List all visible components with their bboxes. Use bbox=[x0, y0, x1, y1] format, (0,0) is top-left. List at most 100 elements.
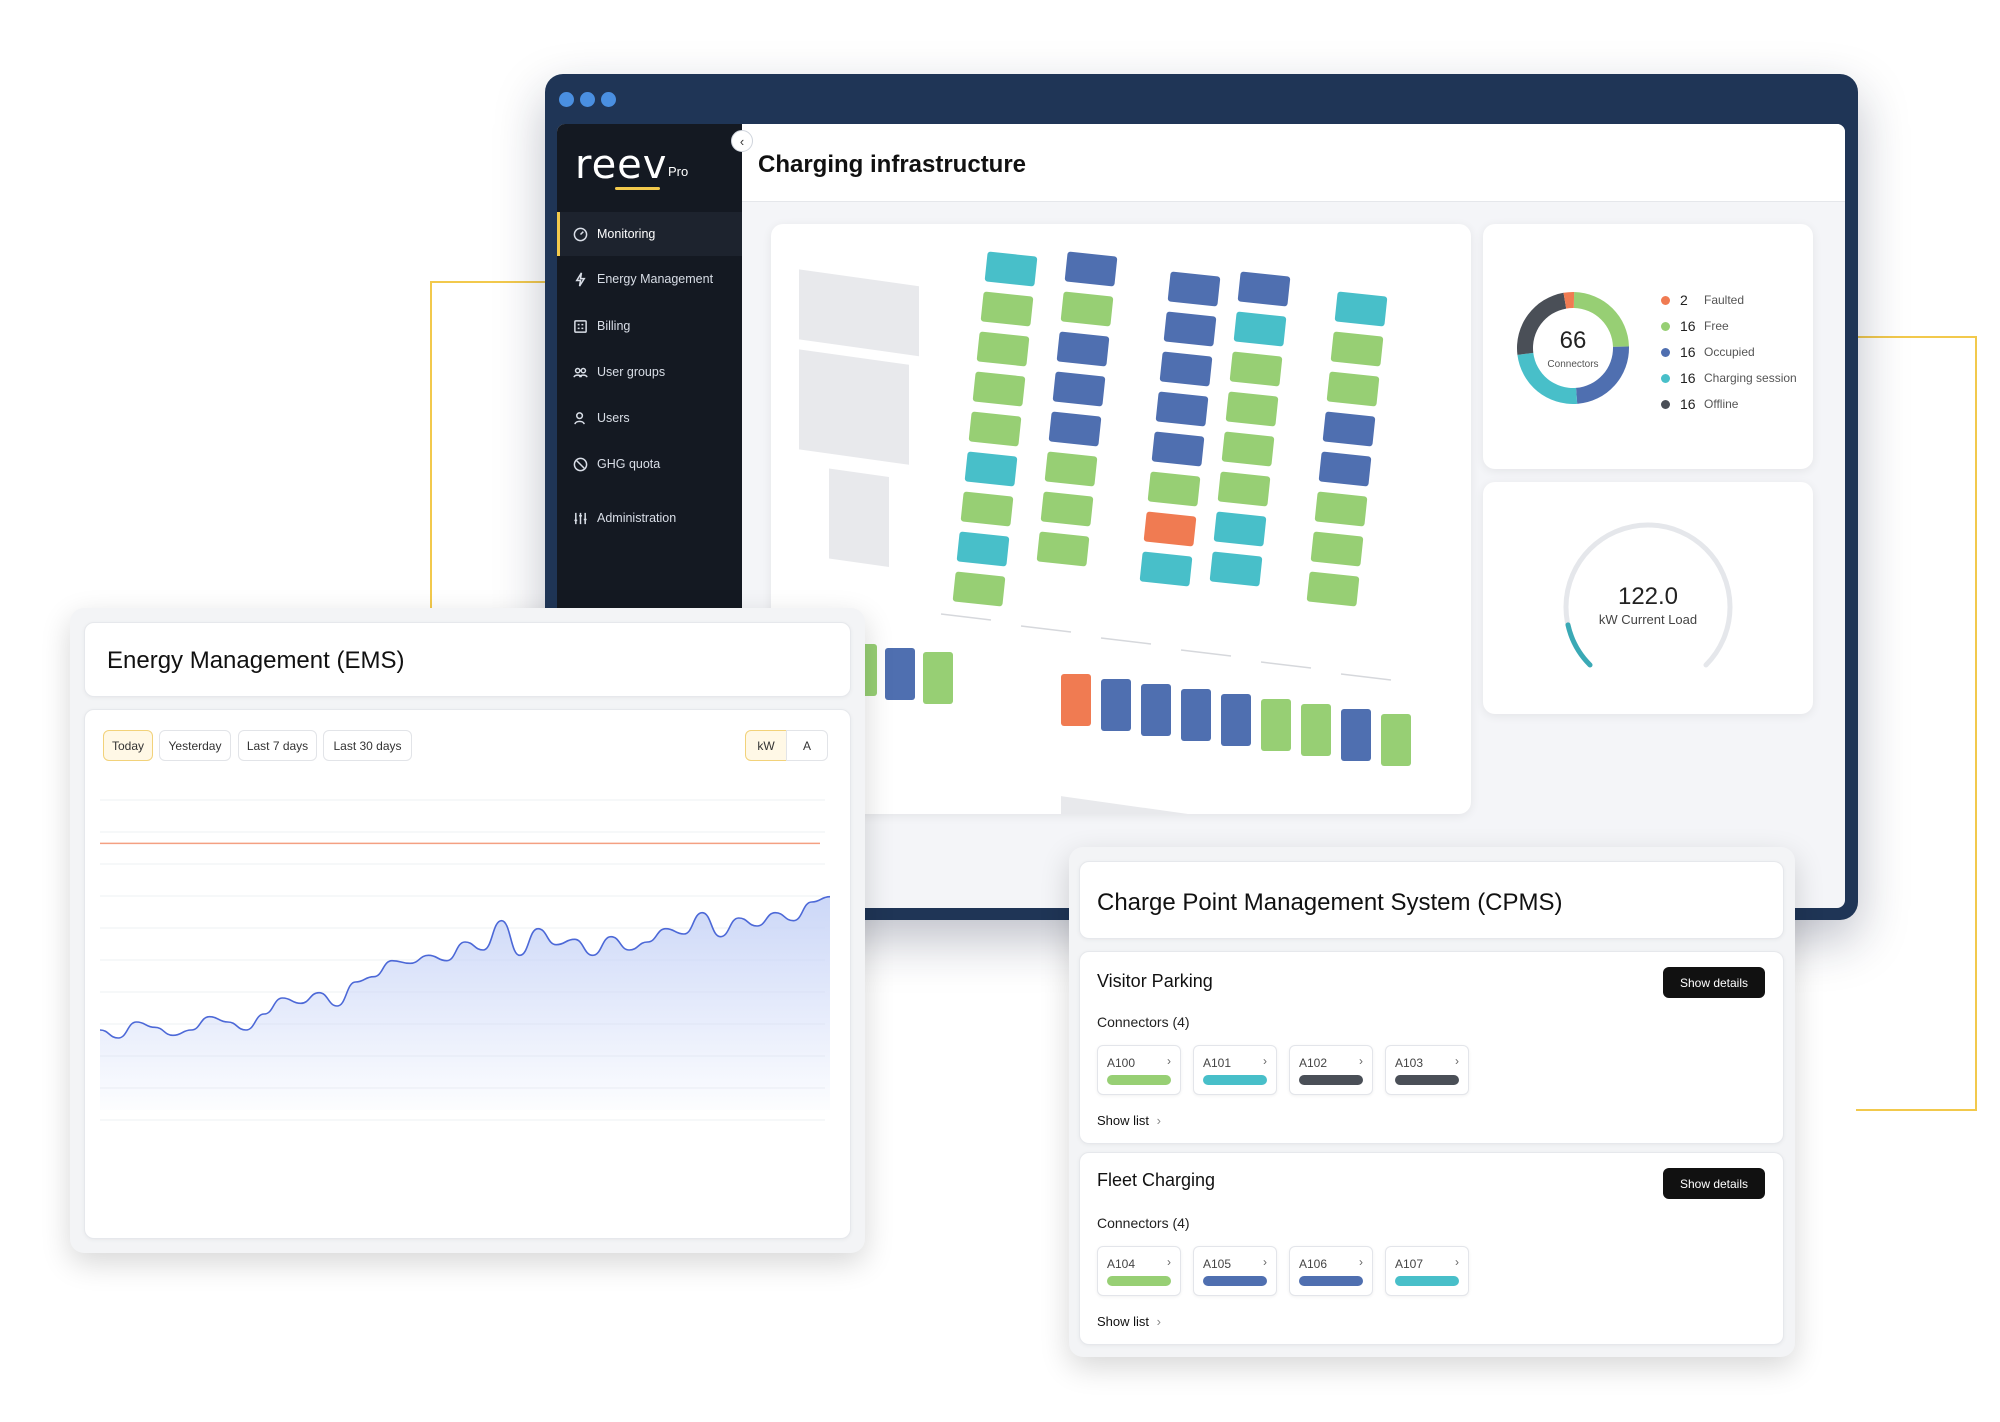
parking-spot-charging bbox=[964, 451, 1018, 487]
collapse-sidebar-button[interactable]: ‹ bbox=[731, 130, 753, 152]
logo-suffix: Pro bbox=[668, 164, 689, 179]
connector-card[interactable]: A104 › bbox=[1097, 1246, 1181, 1296]
lane-arrow bbox=[1100, 637, 1152, 645]
parking-spot-free bbox=[1326, 371, 1380, 407]
show-details-button[interactable]: Show details bbox=[1663, 967, 1765, 998]
sidebar-item-label: Energy Management bbox=[597, 272, 714, 286]
parking-spot-free bbox=[952, 571, 1006, 607]
parking-spot-occupied bbox=[1064, 251, 1118, 287]
status-dot bbox=[1661, 399, 1670, 409]
bolt-icon bbox=[575, 272, 586, 286]
building-block bbox=[799, 269, 919, 357]
connectors-total-label: Connectors bbox=[1547, 359, 1598, 370]
parking-spot-occupied bbox=[885, 648, 915, 700]
sidebar-item-label: Administration bbox=[597, 511, 677, 525]
lane-arrow bbox=[1020, 625, 1072, 633]
chevron-right-icon: › bbox=[1359, 1054, 1363, 1068]
connector-status-bar bbox=[1107, 1075, 1171, 1085]
donut-slice-free bbox=[1573, 292, 1629, 347]
parking-spot-faulted bbox=[1061, 674, 1091, 726]
range-yesterday[interactable]: Yesterday bbox=[159, 730, 231, 761]
parking-spot-faulted bbox=[1143, 511, 1197, 547]
parking-spot-charging bbox=[1334, 291, 1388, 327]
gauge-icon bbox=[573, 227, 588, 241]
range-last-7-days[interactable]: Last 7 days bbox=[238, 730, 317, 761]
parking-spot-free bbox=[1221, 431, 1275, 467]
donut-slice-offline bbox=[1517, 292, 1567, 355]
parking-spot-free bbox=[1060, 291, 1114, 327]
connector-card[interactable]: A105 › bbox=[1193, 1246, 1277, 1296]
show-list-link[interactable]: Show list › bbox=[1097, 1314, 1161, 1329]
window-dot-minimize[interactable] bbox=[580, 92, 595, 107]
building-block bbox=[799, 349, 909, 465]
parking-spot-occupied bbox=[1221, 694, 1251, 746]
connector-card[interactable]: A107 › bbox=[1385, 1246, 1469, 1296]
parking-spot-free bbox=[972, 371, 1026, 407]
sidebar-item-label: User groups bbox=[597, 365, 666, 379]
parking-spot-charging bbox=[1139, 551, 1193, 587]
connector-card[interactable]: A102 › bbox=[1289, 1045, 1373, 1095]
parking-spot-occupied bbox=[1322, 411, 1376, 447]
sidebar-item-ghg-quota[interactable]: GHG quota bbox=[557, 442, 742, 486]
parking-spot-occupied bbox=[1318, 451, 1372, 487]
donut-slice-faulted bbox=[1563, 292, 1575, 309]
sidebar-item-administration[interactable]: Administration bbox=[557, 496, 742, 540]
connectors-total: 66 bbox=[1560, 327, 1587, 354]
chevron-right-icon: › bbox=[1156, 1113, 1161, 1128]
current-load-gauge: 122.0 kW Current Load bbox=[1563, 522, 1733, 668]
ghg-icon bbox=[573, 457, 588, 471]
parking-spot-occupied bbox=[1341, 709, 1371, 761]
cpms-window: Charge Point Management System (CPMS) Vi… bbox=[1069, 847, 1795, 1357]
parking-spot-free bbox=[1301, 704, 1331, 756]
connector-card[interactable]: A106 › bbox=[1289, 1246, 1373, 1296]
chevron-right-icon: › bbox=[1455, 1054, 1459, 1068]
chevron-right-icon: › bbox=[1167, 1255, 1171, 1269]
user-icon bbox=[574, 411, 585, 424]
sidebar-item-label: Monitoring bbox=[597, 227, 656, 241]
parking-spot-free bbox=[1261, 699, 1291, 751]
status-dot bbox=[1661, 347, 1670, 357]
group-visitor-parking: Visitor Parking Show details Connectors … bbox=[1079, 951, 1784, 1144]
status-dot bbox=[1661, 295, 1670, 305]
connector-card[interactable]: A101 › bbox=[1193, 1045, 1277, 1095]
parking-spot-free bbox=[923, 652, 953, 704]
lane-arrow bbox=[1340, 673, 1392, 681]
show-list-link[interactable]: Show list › bbox=[1097, 1113, 1161, 1128]
calculator-icon bbox=[574, 319, 587, 333]
range-today[interactable]: Today bbox=[103, 730, 153, 761]
sidebar-item-monitoring[interactable]: Monitoring bbox=[557, 212, 742, 256]
parking-map-card bbox=[771, 224, 1471, 906]
connector-line-left bbox=[430, 281, 548, 611]
parking-spot-charging bbox=[1213, 511, 1267, 547]
status-dot bbox=[1661, 373, 1670, 383]
ems-chart-panel: Today Yesterday Last 7 days Last 30 days… bbox=[84, 709, 851, 1239]
unit-kw[interactable]: kW bbox=[745, 730, 787, 761]
range-last-30-days[interactable]: Last 30 days bbox=[323, 730, 412, 761]
connector-card[interactable]: A103 › bbox=[1385, 1045, 1469, 1095]
logo[interactable]: reev bbox=[575, 142, 668, 188]
unit-a[interactable]: A bbox=[786, 730, 828, 761]
connector-status-bar bbox=[1203, 1075, 1267, 1085]
building-block bbox=[1061, 796, 1411, 906]
logo-underline bbox=[615, 187, 660, 190]
group-fleet-charging: Fleet Charging Show details Connectors (… bbox=[1079, 1152, 1784, 1345]
parking-spot-occupied bbox=[1101, 679, 1131, 731]
sidebar-item-energy-management[interactable]: Energy Management bbox=[557, 257, 742, 301]
series-line bbox=[99, 895, 831, 1039]
parking-spot-occupied bbox=[1151, 431, 1205, 467]
connector-status-bar bbox=[1395, 1075, 1459, 1085]
connector-card[interactable]: A100 › bbox=[1097, 1045, 1181, 1095]
parking-spot-free bbox=[968, 411, 1022, 447]
sidebar-item-billing[interactable]: Billing bbox=[557, 304, 742, 348]
sidebar-item-user-groups[interactable]: User groups bbox=[557, 350, 742, 394]
window-dot-close[interactable] bbox=[559, 92, 574, 107]
connector-line-right bbox=[1856, 336, 1977, 1111]
series-area bbox=[100, 896, 830, 1110]
window-dot-maximize[interactable] bbox=[601, 92, 616, 107]
connector-status-bar bbox=[1299, 1276, 1363, 1286]
parking-spot-occupied bbox=[1141, 684, 1171, 736]
parking-spot-free bbox=[1044, 451, 1098, 487]
parking-spot-charging bbox=[984, 251, 1038, 287]
show-details-button[interactable]: Show details bbox=[1663, 1168, 1765, 1199]
sidebar-item-users[interactable]: Users bbox=[557, 396, 742, 440]
